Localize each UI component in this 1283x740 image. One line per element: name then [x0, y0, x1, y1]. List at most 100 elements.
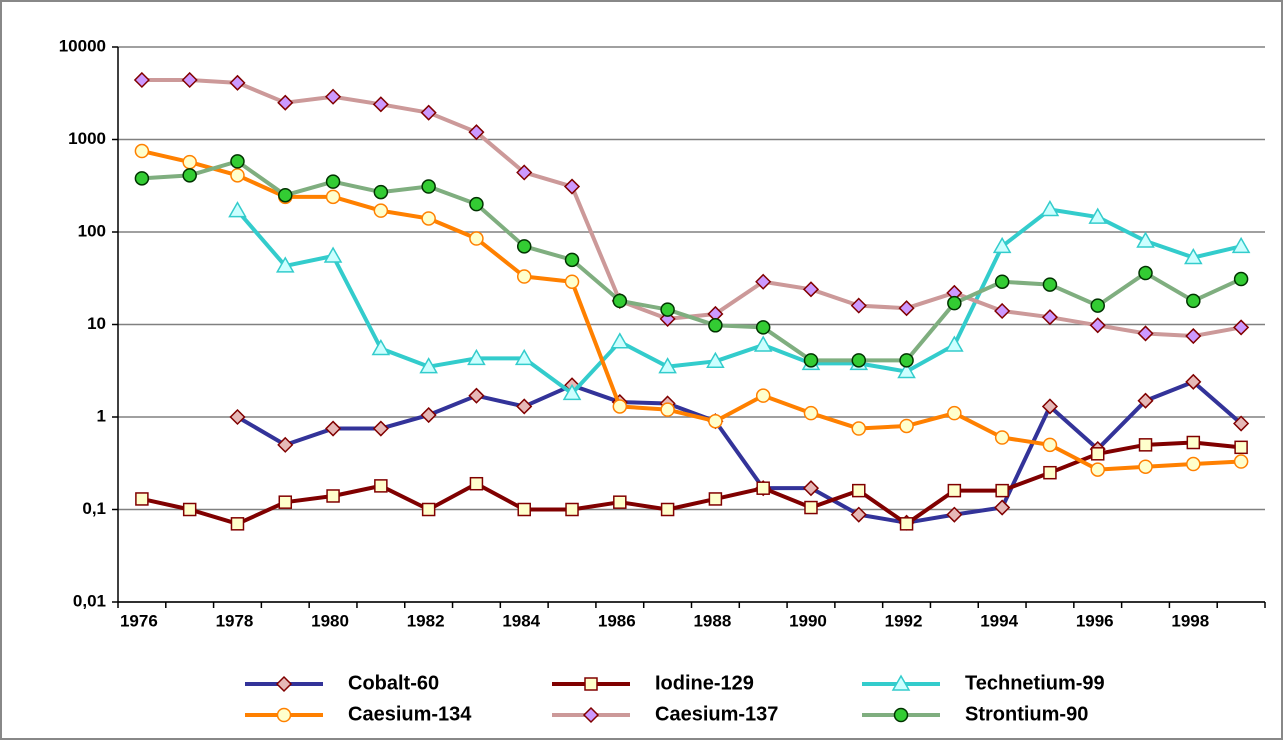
marker	[1137, 392, 1154, 409]
marker	[230, 168, 245, 183]
series-line	[141, 440, 1242, 526]
marker	[134, 143, 150, 159]
marker	[803, 405, 819, 421]
marker	[371, 339, 391, 356]
marker	[804, 500, 818, 515]
marker	[706, 351, 725, 369]
marker	[1186, 293, 1201, 309]
marker	[372, 420, 389, 437]
marker	[1233, 454, 1249, 469]
legend-label: Iodine-129	[655, 672, 754, 694]
marker	[755, 320, 771, 335]
series	[135, 435, 1248, 531]
marker	[1136, 231, 1155, 248]
marker	[517, 502, 531, 517]
marker	[1233, 415, 1250, 432]
legend-label: Caesium-137	[655, 703, 778, 725]
marker	[1041, 309, 1058, 326]
marker	[468, 124, 485, 141]
marker	[1088, 207, 1108, 224]
marker	[516, 269, 532, 284]
marker	[325, 420, 342, 437]
x-tick-label: 1986	[598, 611, 636, 630]
series-line	[235, 207, 1242, 396]
marker	[514, 348, 534, 366]
marker	[899, 418, 914, 434]
marker	[1186, 456, 1201, 472]
marker	[181, 71, 198, 89]
marker	[563, 178, 581, 195]
marker	[420, 406, 437, 424]
x-tick-label: 1976	[120, 611, 158, 630]
series	[228, 200, 1251, 401]
marker	[516, 164, 533, 181]
marker	[1138, 438, 1153, 452]
marker	[468, 387, 485, 404]
marker	[708, 413, 723, 429]
marker	[133, 71, 150, 89]
marker	[610, 332, 630, 349]
marker	[946, 506, 963, 523]
marker	[995, 483, 1009, 498]
marker	[850, 297, 867, 314]
marker	[325, 174, 341, 189]
series	[134, 143, 1249, 477]
marker	[1138, 265, 1153, 281]
marker	[851, 421, 867, 436]
marker	[994, 274, 1010, 289]
marker	[229, 74, 246, 91]
marker	[373, 203, 389, 218]
x-tick-label: 1982	[407, 611, 445, 630]
marker	[421, 502, 436, 517]
marker	[134, 171, 150, 186]
marker	[802, 281, 820, 298]
marker	[228, 201, 247, 218]
legend-marker	[276, 707, 292, 723]
y-tick-label: 100	[78, 221, 106, 240]
marker	[994, 302, 1011, 320]
marker	[182, 502, 197, 517]
marker	[1234, 440, 1248, 455]
marker	[420, 104, 437, 121]
marker	[278, 187, 293, 203]
marker	[467, 348, 486, 366]
marker	[753, 335, 773, 352]
marker	[994, 430, 1010, 445]
marker	[326, 489, 340, 503]
marker	[802, 480, 820, 497]
marker	[373, 184, 389, 200]
x-tick-label: 1998	[1171, 611, 1209, 630]
marker	[562, 383, 582, 401]
series	[133, 71, 1250, 345]
marker	[1042, 437, 1058, 453]
y-tick-label: 1	[97, 406, 106, 425]
marker	[1090, 462, 1105, 477]
legend-marker	[891, 674, 911, 691]
marker	[613, 495, 627, 509]
marker	[230, 517, 245, 531]
marker	[945, 335, 964, 352]
y-tick-label: 0,01	[73, 591, 106, 610]
marker	[755, 273, 772, 290]
series	[134, 154, 1249, 368]
y-tick-label: 1000	[68, 129, 106, 148]
marker	[421, 179, 436, 194]
marker	[658, 357, 677, 374]
marker	[899, 353, 914, 368]
x-tick-label: 1992	[885, 611, 923, 630]
marker	[1090, 447, 1105, 461]
marker	[230, 154, 245, 169]
marker	[372, 96, 389, 113]
marker	[564, 274, 580, 289]
x-tick-label: 1996	[1076, 611, 1114, 630]
marker	[1041, 398, 1058, 415]
marker	[756, 481, 770, 495]
marker	[660, 302, 675, 317]
marker	[1233, 271, 1249, 287]
x-tick-label: 1990	[789, 611, 827, 630]
marker	[182, 168, 197, 183]
marker	[1185, 327, 1202, 345]
marker	[565, 502, 579, 517]
legend-label: Cobalt-60	[348, 672, 439, 694]
